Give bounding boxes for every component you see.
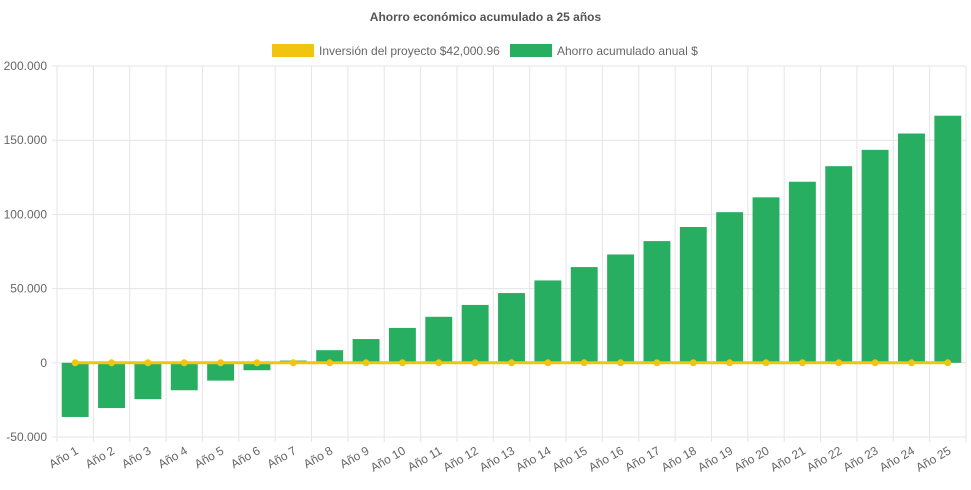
x-tick-label: Año 2 bbox=[83, 443, 117, 471]
y-tick-label: 150.000 bbox=[4, 133, 48, 147]
x-tick-label: Año 19 bbox=[695, 443, 735, 474]
chart-title: Ahorro económico acumulado a 25 años bbox=[370, 10, 602, 24]
y-tick-label: -50.000 bbox=[6, 430, 47, 444]
investment-point[interactable] bbox=[544, 359, 552, 367]
bar[interactable] bbox=[61, 362, 89, 417]
y-tick-label: 50.000 bbox=[10, 282, 47, 296]
investment-point[interactable] bbox=[944, 359, 952, 367]
investment-point[interactable] bbox=[580, 359, 588, 367]
investment-point[interactable] bbox=[362, 359, 370, 367]
investment-point[interactable] bbox=[435, 359, 443, 367]
legend-swatch-savings bbox=[510, 44, 552, 57]
x-tick-label: Año 24 bbox=[877, 443, 917, 474]
x-tick-label: Año 9 bbox=[337, 443, 371, 471]
grid-lines bbox=[52, 65, 967, 442]
bar[interactable] bbox=[788, 181, 816, 363]
legend-label-savings: Ahorro acumulado anual $ bbox=[557, 44, 698, 58]
investment-point[interactable] bbox=[217, 359, 225, 367]
bar[interactable] bbox=[934, 115, 962, 363]
x-tick-label: Año 14 bbox=[513, 443, 553, 474]
bar[interactable] bbox=[134, 362, 162, 400]
investment-point[interactable] bbox=[762, 359, 770, 367]
investment-point[interactable] bbox=[689, 359, 697, 367]
bar[interactable] bbox=[243, 362, 271, 371]
investment-point[interactable] bbox=[144, 359, 152, 367]
x-tick-label: Año 5 bbox=[192, 443, 226, 471]
investment-point[interactable] bbox=[289, 359, 297, 367]
bar[interactable] bbox=[534, 280, 562, 363]
bar[interactable] bbox=[388, 327, 416, 363]
bar[interactable] bbox=[752, 197, 780, 363]
investment-point[interactable] bbox=[617, 359, 625, 367]
bar[interactable] bbox=[898, 133, 925, 363]
bar-series bbox=[61, 115, 962, 417]
bar[interactable] bbox=[352, 339, 380, 363]
bar[interactable] bbox=[861, 149, 889, 363]
bar[interactable] bbox=[643, 241, 671, 363]
legend-swatch-investment bbox=[272, 44, 314, 57]
x-tick-label: Año 25 bbox=[913, 443, 953, 474]
investment-point[interactable] bbox=[253, 359, 261, 367]
legend-label-investment: Inversión del proyecto $42,000.96 bbox=[319, 44, 500, 58]
x-tick-label: Año 1 bbox=[47, 443, 81, 471]
investment-point[interactable] bbox=[653, 359, 661, 367]
x-tick-label: Año 8 bbox=[301, 443, 335, 471]
legend: Inversión del proyecto $42,000.96 Ahorro… bbox=[272, 44, 698, 58]
legend-item-savings[interactable]: Ahorro acumulado anual $ bbox=[510, 44, 698, 58]
bar[interactable] bbox=[425, 316, 453, 363]
investment-point[interactable] bbox=[907, 359, 915, 367]
bar[interactable] bbox=[316, 350, 344, 363]
x-tick-label: Año 11 bbox=[405, 443, 444, 474]
x-tick-label: Año 6 bbox=[228, 443, 262, 471]
bar[interactable] bbox=[570, 267, 598, 363]
y-tick-label: 200.000 bbox=[4, 59, 48, 73]
bar[interactable] bbox=[607, 254, 635, 363]
investment-point[interactable] bbox=[835, 359, 843, 367]
bar[interactable] bbox=[498, 293, 525, 363]
x-tick-label: Año 22 bbox=[804, 443, 844, 474]
investment-point[interactable] bbox=[71, 359, 79, 367]
investment-point[interactable] bbox=[871, 359, 879, 367]
bar[interactable] bbox=[461, 304, 489, 363]
line-series bbox=[71, 359, 952, 367]
x-tick-label: Año 21 bbox=[768, 443, 808, 474]
x-tick-label: Año 17 bbox=[622, 443, 662, 474]
investment-point[interactable] bbox=[508, 359, 515, 367]
x-tick-label: Año 13 bbox=[477, 443, 517, 474]
bar[interactable] bbox=[98, 362, 125, 409]
x-tick-label: Año 16 bbox=[586, 443, 626, 474]
x-tick-label: Año 23 bbox=[841, 443, 881, 474]
investment-point[interactable] bbox=[108, 359, 116, 367]
x-tick-label: Año 4 bbox=[156, 443, 190, 471]
x-tick-label: Año 15 bbox=[550, 443, 590, 474]
investment-point[interactable] bbox=[180, 359, 188, 367]
bar[interactable] bbox=[716, 212, 744, 363]
investment-point[interactable] bbox=[798, 359, 806, 367]
x-tick-label: Año 12 bbox=[441, 443, 481, 474]
x-tick-label: Año 10 bbox=[368, 443, 408, 474]
bar[interactable] bbox=[679, 227, 707, 363]
investment-point[interactable] bbox=[326, 359, 334, 367]
y-tick-label: 0 bbox=[40, 356, 47, 370]
y-axis-ticks: 200.000 150.000 100.000 50.000 0 -50.000 bbox=[4, 59, 48, 444]
y-tick-label: 100.000 bbox=[4, 207, 48, 221]
investment-point[interactable] bbox=[398, 359, 406, 367]
investment-point[interactable] bbox=[471, 359, 479, 367]
bar[interactable] bbox=[825, 166, 853, 363]
bar[interactable] bbox=[170, 362, 198, 391]
legend-item-investment[interactable]: Inversión del proyecto $42,000.96 bbox=[272, 44, 500, 58]
x-tick-label: Año 7 bbox=[265, 443, 299, 471]
x-tick-label: Año 3 bbox=[119, 443, 153, 471]
investment-point[interactable] bbox=[726, 359, 734, 367]
x-axis-ticks: Año 1 Año 2 Año 3 Año 4 Año 5 Año 6 Año 7 Año 8… bbox=[47, 443, 954, 474]
bar[interactable] bbox=[207, 362, 235, 381]
x-tick-label: Año 18 bbox=[659, 443, 699, 474]
x-tick-label: Año 20 bbox=[732, 443, 772, 474]
